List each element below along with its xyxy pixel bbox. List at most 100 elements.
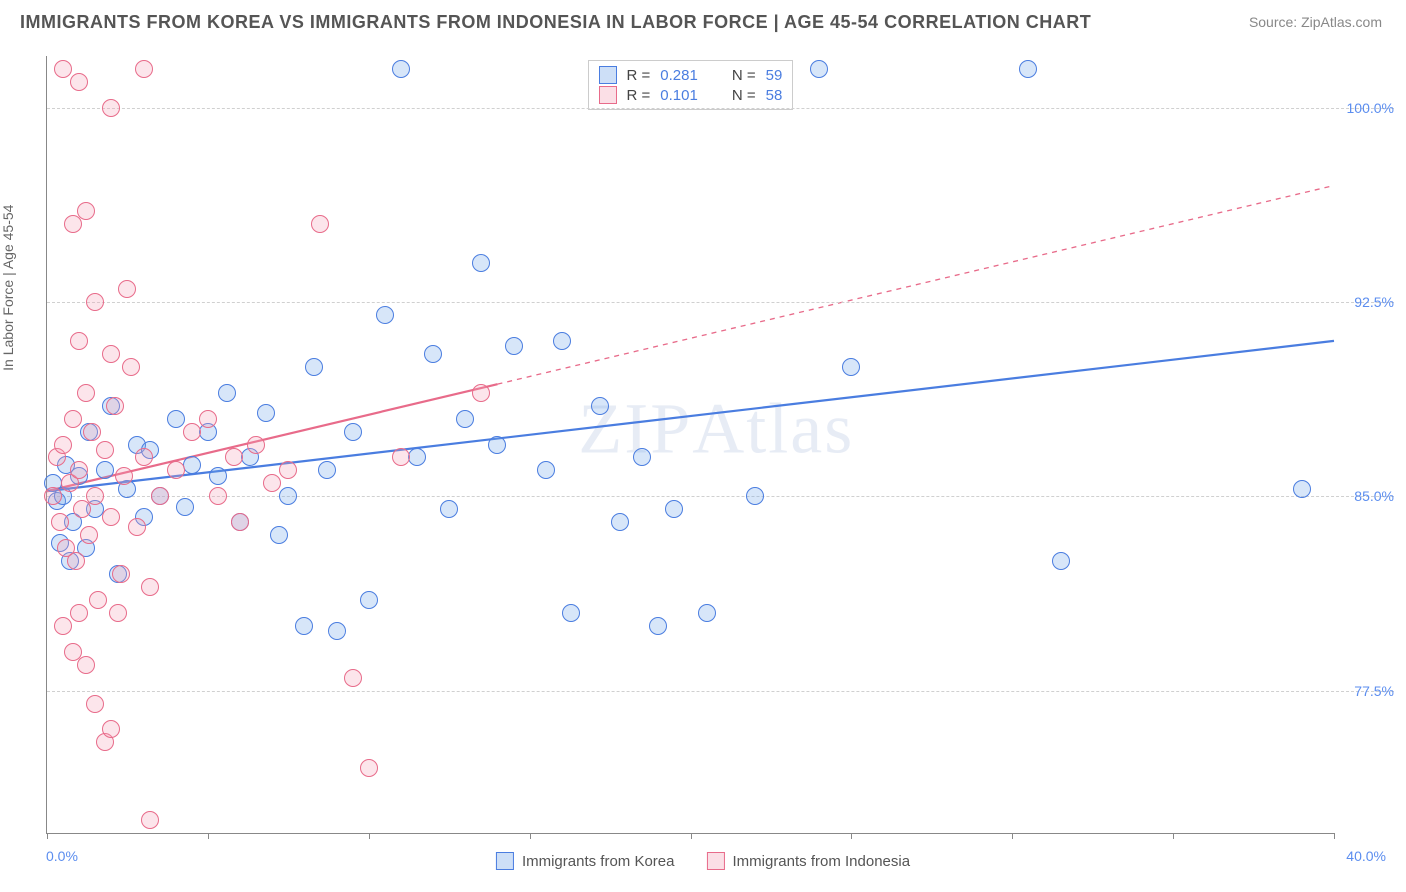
data-point-korea [611,513,629,531]
data-point-korea [408,448,426,466]
correlation-legend-row-korea: R = 0.281N = 59 [599,65,783,85]
r-value: 0.101 [660,87,698,104]
data-point-korea [167,410,185,428]
data-point-indonesia [96,441,114,459]
data-point-indonesia [141,578,159,596]
r-label: R = [627,87,651,104]
data-point-korea [553,332,571,350]
data-point-indonesia [54,436,72,454]
data-point-korea [746,487,764,505]
trend-line-dashed-indonesia [497,186,1334,385]
data-point-korea [488,436,506,454]
data-point-indonesia [64,410,82,428]
data-point-korea [665,500,683,518]
data-point-indonesia [199,410,217,428]
legend-item-indonesia: Immigrants from Indonesia [706,852,910,870]
data-point-indonesia [102,99,120,117]
n-label: N = [732,67,756,84]
n-value: 59 [766,67,783,84]
swatch-indonesia [599,86,617,104]
data-point-indonesia [102,720,120,738]
plot-area: ZIPAtlas R = 0.281N = 59R = 0.101N = 58 … [46,56,1334,834]
data-point-indonesia [472,384,490,402]
data-point-indonesia [51,513,69,531]
data-point-indonesia [106,397,124,415]
data-point-korea [176,498,194,516]
data-point-indonesia [86,293,104,311]
data-point-korea [842,358,860,376]
data-point-korea [360,591,378,609]
data-point-korea [440,500,458,518]
data-point-korea [344,423,362,441]
x-tick [47,833,48,839]
data-point-indonesia [118,280,136,298]
x-axis-max-label: 40.0% [1346,848,1386,864]
data-point-korea [183,456,201,474]
data-point-korea [209,467,227,485]
y-tick-label: 92.5% [1348,294,1394,310]
r-value: 0.281 [660,67,698,84]
legend-label: Immigrants from Indonesia [732,853,910,870]
data-point-indonesia [263,474,281,492]
data-point-indonesia [86,487,104,505]
data-point-indonesia [67,552,85,570]
y-axis-label: In Labor Force | Age 45-54 [0,205,16,371]
data-point-korea [1019,60,1037,78]
data-point-indonesia [112,565,130,583]
data-point-korea [257,404,275,422]
data-point-indonesia [247,436,265,454]
swatch-korea [496,852,514,870]
gridline-h [47,108,1394,109]
y-tick-label: 85.0% [1348,488,1394,504]
gridline-h [47,302,1394,303]
data-point-korea [279,487,297,505]
data-point-korea [392,60,410,78]
correlation-legend: R = 0.281N = 59R = 0.101N = 58 [588,60,794,110]
swatch-korea [599,66,617,84]
x-tick [691,833,692,839]
data-point-korea [562,604,580,622]
data-point-indonesia [77,384,95,402]
data-point-indonesia [128,518,146,536]
data-point-indonesia [209,487,227,505]
x-tick [208,833,209,839]
data-point-korea [1052,552,1070,570]
data-point-indonesia [44,487,62,505]
x-tick [1012,833,1013,839]
data-point-indonesia [151,487,169,505]
data-point-korea [537,461,555,479]
data-point-korea [649,617,667,635]
swatch-indonesia [706,852,724,870]
data-point-indonesia [70,73,88,91]
legend-label: Immigrants from Korea [522,853,675,870]
data-point-korea [472,254,490,272]
data-point-indonesia [115,467,133,485]
data-point-korea [328,622,346,640]
x-tick [851,833,852,839]
data-point-korea [698,604,716,622]
data-point-korea [810,60,828,78]
data-point-indonesia [54,617,72,635]
data-point-korea [1293,480,1311,498]
x-tick [1334,833,1335,839]
x-tick [1173,833,1174,839]
data-point-indonesia [102,345,120,363]
data-point-korea [96,461,114,479]
data-point-indonesia [231,513,249,531]
data-point-indonesia [109,604,127,622]
data-point-indonesia [279,461,297,479]
data-point-indonesia [70,332,88,350]
data-point-korea [218,384,236,402]
legend-item-korea: Immigrants from Korea [496,852,675,870]
data-point-korea [424,345,442,363]
data-point-indonesia [344,669,362,687]
data-point-korea [456,410,474,428]
x-tick [530,833,531,839]
gridline-h [47,691,1394,692]
data-point-indonesia [70,604,88,622]
data-point-indonesia [102,508,120,526]
data-point-korea [505,337,523,355]
data-point-indonesia [89,591,107,609]
data-point-indonesia [86,695,104,713]
n-value: 58 [766,87,783,104]
